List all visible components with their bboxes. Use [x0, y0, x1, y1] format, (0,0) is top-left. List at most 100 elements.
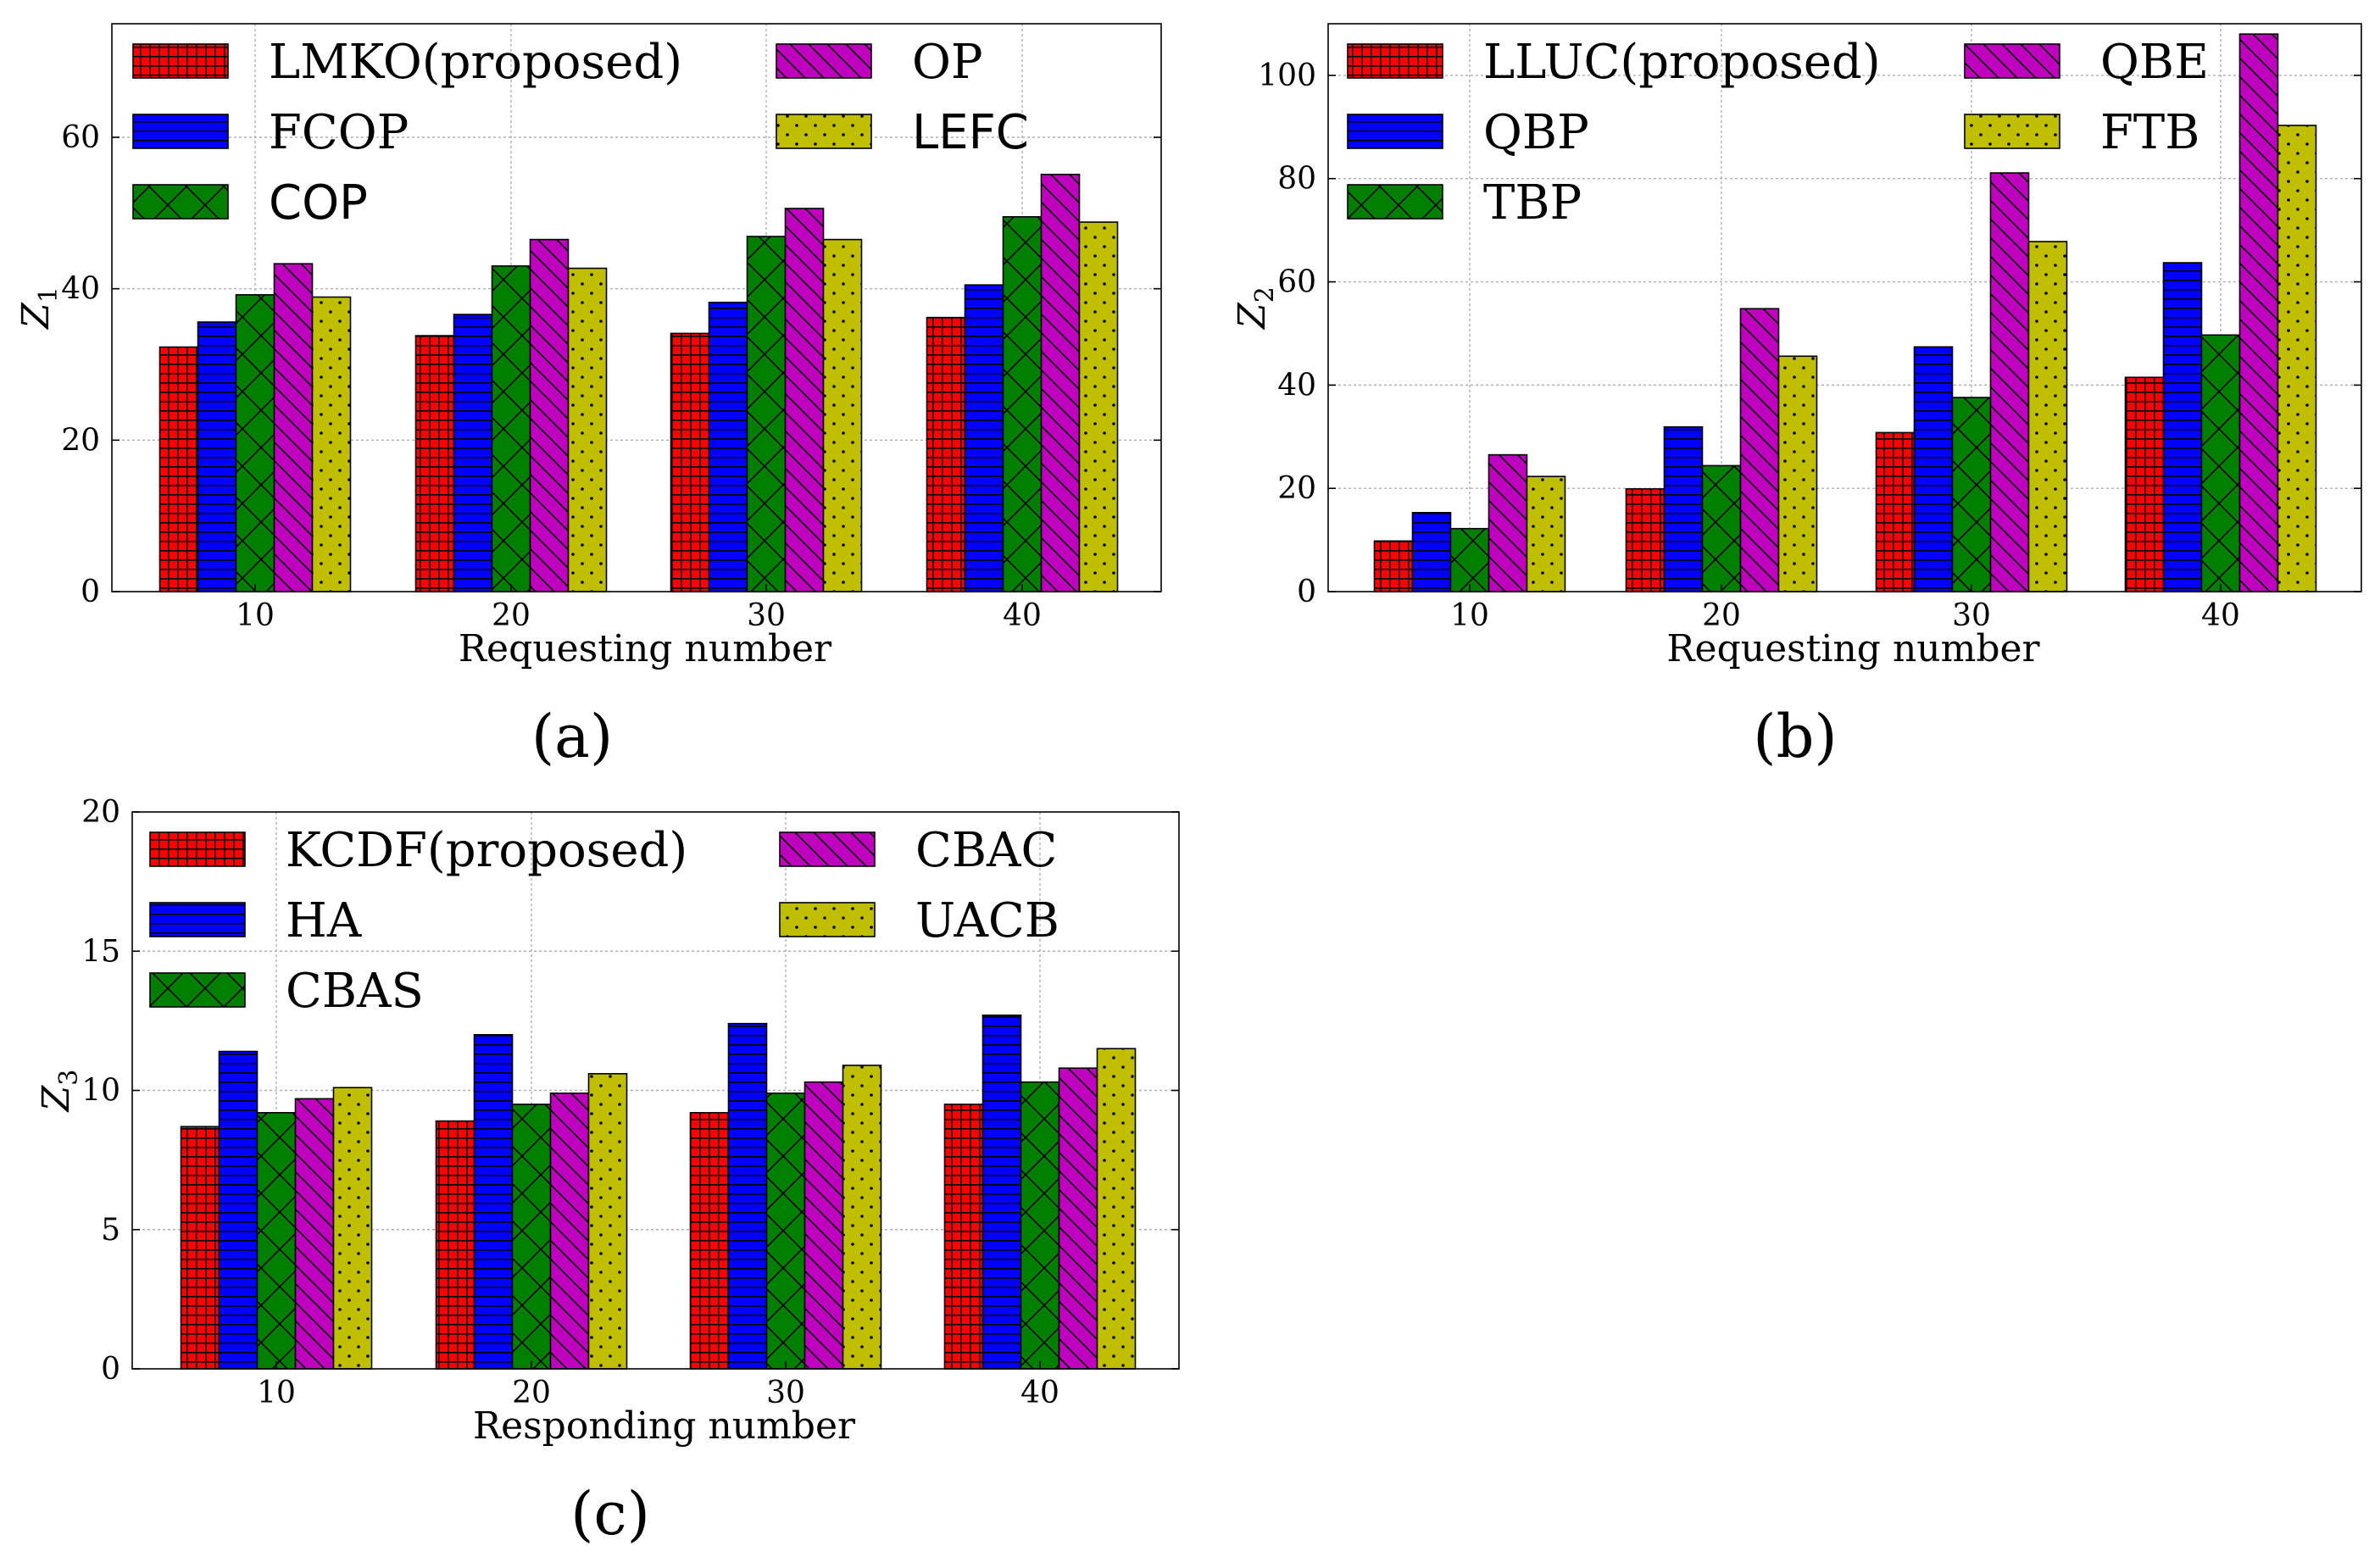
- panel-c-label: (c): [570, 1479, 650, 1549]
- bar-tbp-40: [2200, 334, 2241, 592]
- bar-cbas-10: [256, 1111, 297, 1370]
- legend-swatch: [132, 43, 229, 79]
- y-tick-label: 60: [61, 120, 100, 155]
- legend-label: TBP: [1483, 175, 1582, 231]
- bar-ha-20: [473, 1034, 514, 1370]
- bar-lluc-proposed--10: [1373, 540, 1414, 592]
- legend-swatch: [149, 902, 246, 937]
- legend-label: LEFC: [912, 105, 1029, 160]
- panel-c: 0 5 10 15 20 10 20 30 40 Responding number Z3 KCDF(…: [35, 795, 1180, 1448]
- legend-label: CBAC: [915, 823, 1057, 878]
- legend-label: OP: [912, 35, 983, 90]
- legend-label: UACB: [915, 893, 1059, 948]
- bar-op-10: [273, 263, 314, 592]
- x-tick-label: 20: [492, 598, 531, 633]
- bar-lefc-30: [822, 238, 863, 592]
- legend-swatch: [776, 114, 872, 149]
- bar-ha-40: [981, 1015, 1022, 1370]
- bar-fcop-30: [708, 301, 748, 592]
- legend-swatch: [1964, 114, 2060, 149]
- bar-qbe-20: [1739, 308, 1780, 592]
- legend-label: QBE: [2100, 35, 2209, 90]
- legend-label: COP: [269, 175, 368, 231]
- plot-frame: [111, 23, 1162, 592]
- bar-ftb-20: [1777, 355, 1818, 592]
- x-axis-label: Responding number: [473, 1404, 856, 1448]
- y-axis-label: Z2: [1231, 286, 1280, 331]
- x-tick-label: 30: [766, 1376, 805, 1410]
- bar-qbe-10: [1488, 453, 1528, 592]
- bar-cbac-10: [294, 1098, 335, 1370]
- bar-ftb-40: [2277, 125, 2317, 592]
- x-tick-label: 20: [1702, 598, 1741, 633]
- bar-uacb-20: [587, 1072, 628, 1370]
- bar-ha-30: [727, 1022, 768, 1370]
- bar-cbac-40: [1058, 1067, 1098, 1370]
- legend-swatch: [1347, 114, 1443, 149]
- bar-lluc-proposed--40: [2124, 376, 2165, 592]
- bar-qbe-30: [1989, 172, 2030, 592]
- x-tick-label: 30: [1952, 598, 1991, 633]
- legend-swatch: [779, 902, 876, 937]
- legend-swatch: [776, 43, 872, 79]
- bar-ftb-30: [2027, 241, 2068, 592]
- bar-lmko-proposed--30: [670, 332, 710, 592]
- y-tick-label: 15: [81, 934, 120, 969]
- legend-label: KCDF(proposed): [286, 823, 687, 878]
- bar-qbe-40: [2238, 33, 2279, 592]
- panel-a: 0 20 40 60 10 20 30 40 Requesting number Z1 LMKO(p…: [14, 23, 1162, 670]
- legend-label: FCOP: [269, 105, 409, 160]
- x-tick-label: 40: [1020, 1376, 1059, 1410]
- x-tick-label: 40: [2201, 598, 2240, 633]
- legend-swatch: [132, 184, 229, 220]
- legend-label: QBP: [1483, 105, 1589, 160]
- bar-lmko-proposed--40: [926, 316, 966, 592]
- y-tick-label: 80: [1277, 162, 1316, 197]
- bar-uacb-30: [842, 1065, 882, 1370]
- bar-ftb-10: [1526, 475, 1566, 592]
- bar-lefc-20: [567, 267, 608, 592]
- bar-kcdf-proposed--10: [180, 1126, 220, 1370]
- bar-cbac-20: [549, 1092, 590, 1370]
- bar-lefc-10: [311, 296, 352, 592]
- legend-label: LLUC(proposed): [1483, 35, 1881, 90]
- panel-b-label: (b): [1753, 702, 1837, 771]
- legend-swatch: [1964, 43, 2060, 79]
- bar-fcop-10: [197, 321, 237, 592]
- legend-swatch: [149, 972, 246, 1008]
- bar-tbp-10: [1449, 527, 1490, 592]
- bar-op-20: [529, 238, 570, 592]
- bar-cbas-40: [1020, 1081, 1060, 1370]
- bar-fcop-40: [964, 284, 1004, 592]
- bar-qbp-40: [2162, 262, 2203, 592]
- bar-qbp-10: [1411, 512, 1452, 592]
- bar-cbas-20: [511, 1104, 552, 1370]
- bar-lluc-proposed--30: [1875, 431, 1916, 592]
- plot-frame: [1327, 23, 2362, 592]
- bar-qbp-30: [1913, 346, 1954, 592]
- bar-cop-10: [235, 294, 275, 592]
- bar-lluc-proposed--20: [1625, 487, 1665, 592]
- bar-kcdf-proposed--20: [435, 1120, 475, 1370]
- x-tick-label: 40: [1003, 598, 1042, 633]
- legend-label: CBAS: [286, 964, 424, 1019]
- y-tick-label: 20: [81, 795, 120, 830]
- y-tick-label: 10: [81, 1074, 120, 1109]
- x-tick-label: 30: [747, 598, 786, 633]
- legend-label: FTB: [2100, 105, 2199, 160]
- panel-b: 0 20 40 60 80 100 10 20 30 40 Requesting number Z2 L…: [1231, 23, 2362, 670]
- x-tick-label: 20: [512, 1376, 551, 1410]
- bar-fcop-20: [453, 314, 493, 592]
- bar-cop-20: [491, 265, 531, 592]
- bar-cop-30: [746, 236, 787, 592]
- bar-qbp-20: [1663, 425, 1704, 592]
- bar-cbas-30: [765, 1092, 806, 1370]
- bar-lefc-40: [1078, 221, 1119, 592]
- bar-ha-10: [218, 1050, 259, 1370]
- bar-uacb-40: [1096, 1048, 1137, 1370]
- y-tick-label: 100: [1258, 58, 1316, 93]
- legend-swatch: [1347, 184, 1443, 220]
- bar-kcdf-proposed--40: [943, 1104, 984, 1370]
- bar-tbp-20: [1701, 464, 1742, 592]
